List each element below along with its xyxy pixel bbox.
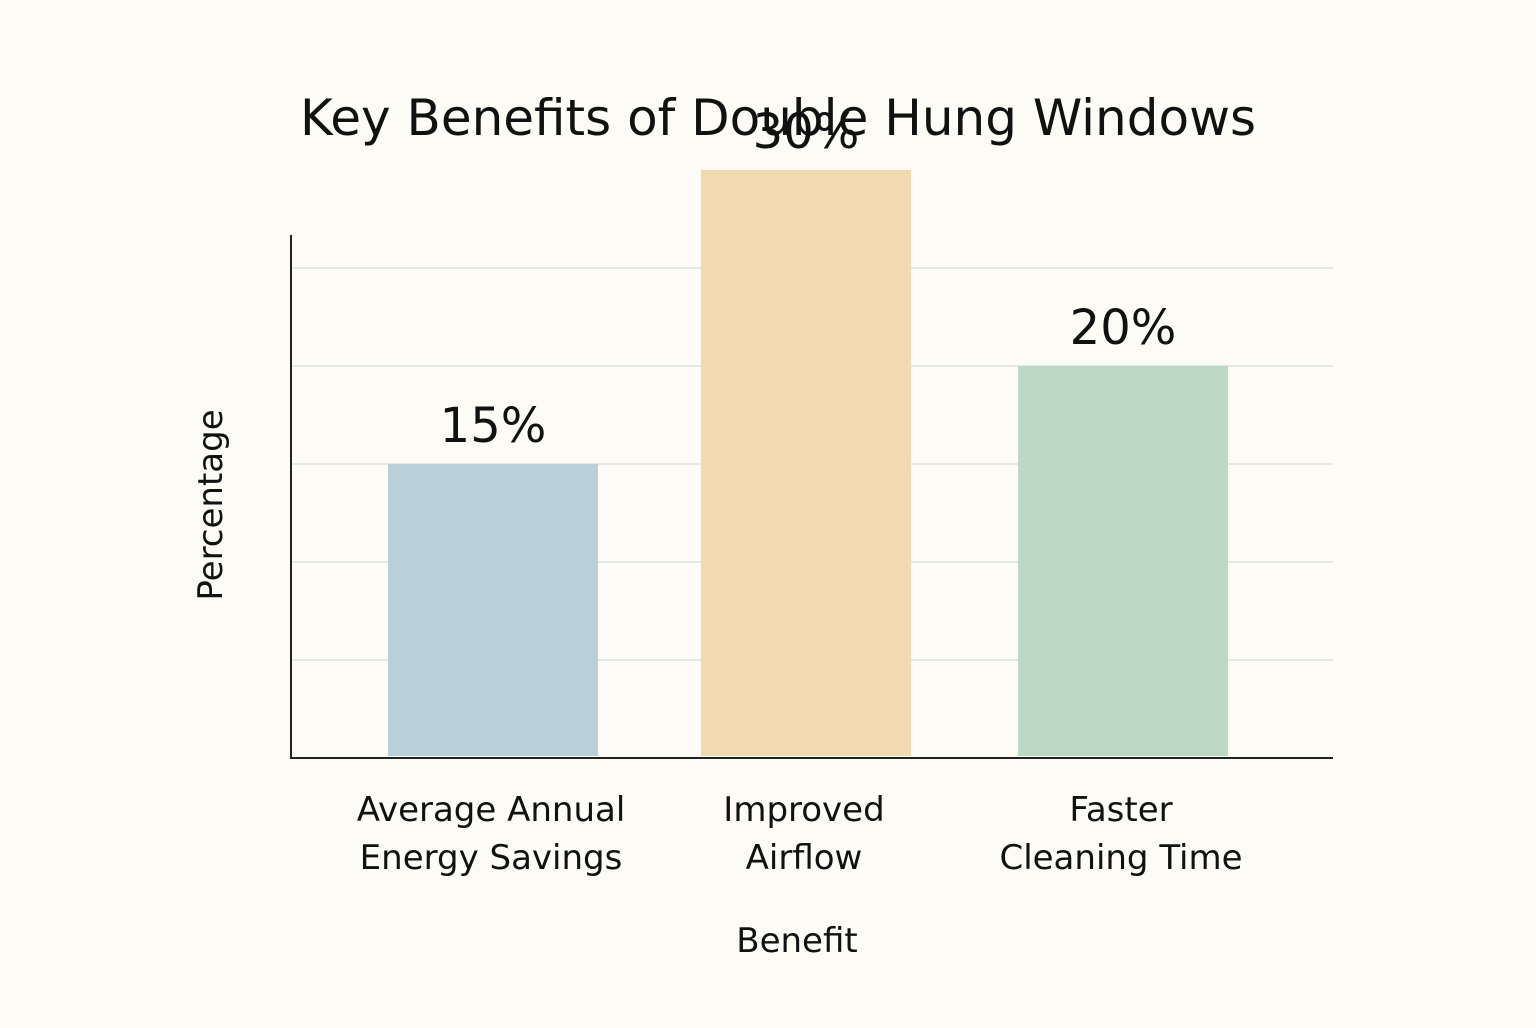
bar (701, 170, 911, 756)
category-labels: Average Annual Energy Savings Improved Airf… (357, 790, 1243, 878)
chart-title: Key Benefits of Double Hung Windows (300, 89, 1256, 147)
y-axis-label: Percentage (191, 409, 231, 600)
category-tick-label: Faster (1069, 790, 1172, 830)
x-axis-label: Benefit (736, 921, 857, 961)
category-tick-label: Energy Savings (360, 838, 623, 878)
bar (388, 464, 598, 756)
data-labels: 15% 30% 20% (440, 104, 1177, 454)
category-tick-label: Cleaning Time (999, 838, 1242, 878)
bars (388, 170, 1228, 756)
category-tick-label: Improved (723, 790, 884, 830)
data-label: 15% (440, 398, 547, 454)
data-label: 30% (753, 104, 860, 160)
category-tick-label: Airflow (746, 838, 863, 878)
bar (1018, 366, 1228, 756)
data-label: 20% (1070, 300, 1177, 356)
category-tick-label: Average Annual (357, 790, 626, 830)
